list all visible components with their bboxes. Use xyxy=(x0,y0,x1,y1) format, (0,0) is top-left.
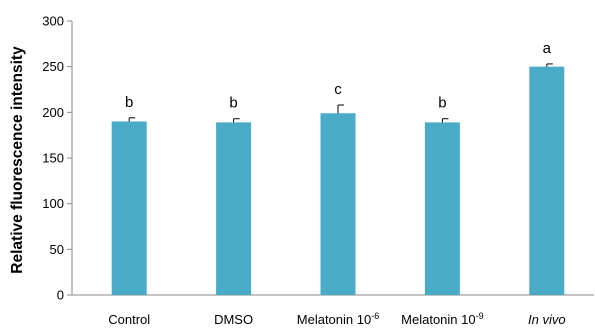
y-tick-label: 100 xyxy=(42,196,64,211)
x-tick-label: Control xyxy=(108,312,150,327)
bar xyxy=(111,121,147,295)
x-tick-label-text: In vivo xyxy=(528,312,566,327)
x-tick-label-superscript: -6 xyxy=(371,311,379,321)
significance-letter: b xyxy=(438,95,446,112)
bar xyxy=(529,66,565,296)
x-tick-label: Melatonin 10-9 xyxy=(401,311,483,327)
y-tick-label: 200 xyxy=(42,105,64,120)
x-tick-label-text: DMSO xyxy=(214,312,253,327)
x-tick-label-superscript: -9 xyxy=(476,311,484,321)
y-tick-label: 300 xyxy=(42,14,64,29)
significance-letter: c xyxy=(334,81,342,98)
bar xyxy=(424,122,460,295)
y-tick-label: 50 xyxy=(50,242,64,257)
y-tick-label: 0 xyxy=(57,288,64,303)
significance-letter: b xyxy=(229,95,237,112)
x-tick-label: In vivo xyxy=(528,312,566,327)
y-tick-label: 250 xyxy=(42,59,64,74)
y-axis-label: Relative fluorescence intensity xyxy=(9,46,26,274)
y-ticks: 0 50 100 150 200 250 300 xyxy=(42,14,72,303)
x-tick-label-text: Melatonin 10 xyxy=(401,312,475,327)
x-tick-label: DMSO xyxy=(214,312,253,327)
bar xyxy=(320,113,356,295)
significance-letter: b xyxy=(125,94,133,111)
x-tick-label: Melatonin 10-6 xyxy=(297,311,379,327)
y-tick-label: 150 xyxy=(42,151,64,166)
x-tick-label-text: Control xyxy=(108,312,150,327)
x-tick-label-text: Melatonin 10 xyxy=(297,312,371,327)
bars: b b c b a xyxy=(111,40,565,296)
x-tick-labels: Control DMSO Melatonin 10-6 Melatonin 10-9 I… xyxy=(108,311,565,327)
bar xyxy=(216,122,252,295)
significance-letter: a xyxy=(543,40,552,57)
